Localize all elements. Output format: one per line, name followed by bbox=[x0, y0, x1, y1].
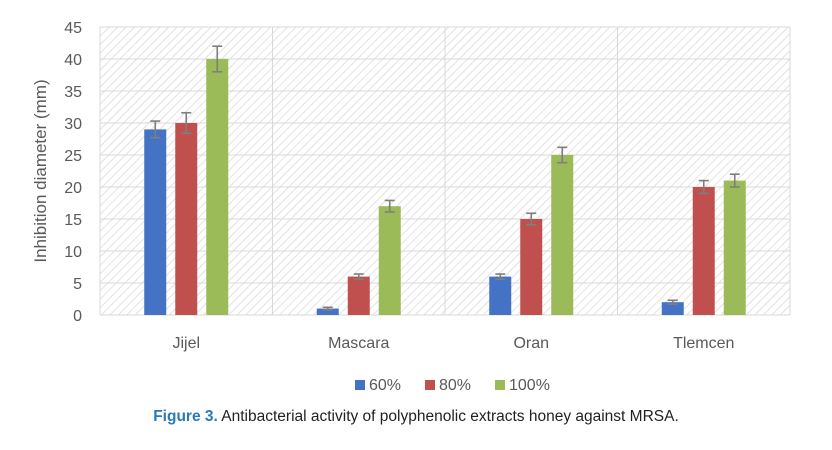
y-tick-label: 15 bbox=[64, 212, 82, 229]
bar bbox=[661, 302, 684, 315]
y-axis-title: Inhibition diameter (mm) bbox=[31, 79, 50, 262]
bar bbox=[489, 276, 512, 315]
x-tick-label: Mascara bbox=[328, 335, 389, 352]
y-tick-label: 5 bbox=[73, 276, 82, 293]
bar bbox=[206, 59, 229, 315]
y-tick-label: 35 bbox=[64, 84, 82, 101]
caption-text: Antibacterial activity of polyphenolic e… bbox=[217, 408, 679, 425]
y-tick-label: 40 bbox=[64, 52, 82, 69]
bar bbox=[175, 123, 198, 315]
bar bbox=[378, 206, 401, 315]
legend-label: 80% bbox=[439, 377, 471, 394]
y-tick-label: 10 bbox=[64, 244, 82, 261]
y-tick-label: 20 bbox=[64, 180, 82, 197]
legend-label: 60% bbox=[369, 377, 401, 394]
y-tick-label: 45 bbox=[64, 20, 82, 37]
legend-label: 100% bbox=[509, 377, 550, 394]
bar bbox=[316, 308, 339, 315]
bar bbox=[723, 180, 746, 315]
bar bbox=[347, 276, 370, 315]
bar bbox=[520, 219, 543, 315]
bar-chart: 0 5 10 15 20 25 30 35 40 45 Jijel Mascara Oran Tlemc… bbox=[31, 20, 791, 394]
figure-number: Figure 3. bbox=[153, 408, 218, 425]
x-tick-label: Oran bbox=[513, 335, 549, 352]
legend-swatch bbox=[495, 380, 505, 390]
bar bbox=[692, 187, 715, 315]
bar bbox=[144, 129, 167, 315]
x-tick-label: Tlemcen bbox=[673, 335, 734, 352]
y-tick-label: 0 bbox=[73, 308, 82, 325]
y-tick-label: 25 bbox=[64, 148, 82, 165]
figure-caption: Figure 3. Antibacterial activity of poly… bbox=[0, 408, 832, 426]
legend-swatch bbox=[425, 380, 435, 390]
y-tick-label: 30 bbox=[64, 116, 82, 133]
x-tick-label: Jijel bbox=[172, 335, 200, 352]
legend-swatch bbox=[355, 380, 365, 390]
bar bbox=[551, 155, 574, 315]
